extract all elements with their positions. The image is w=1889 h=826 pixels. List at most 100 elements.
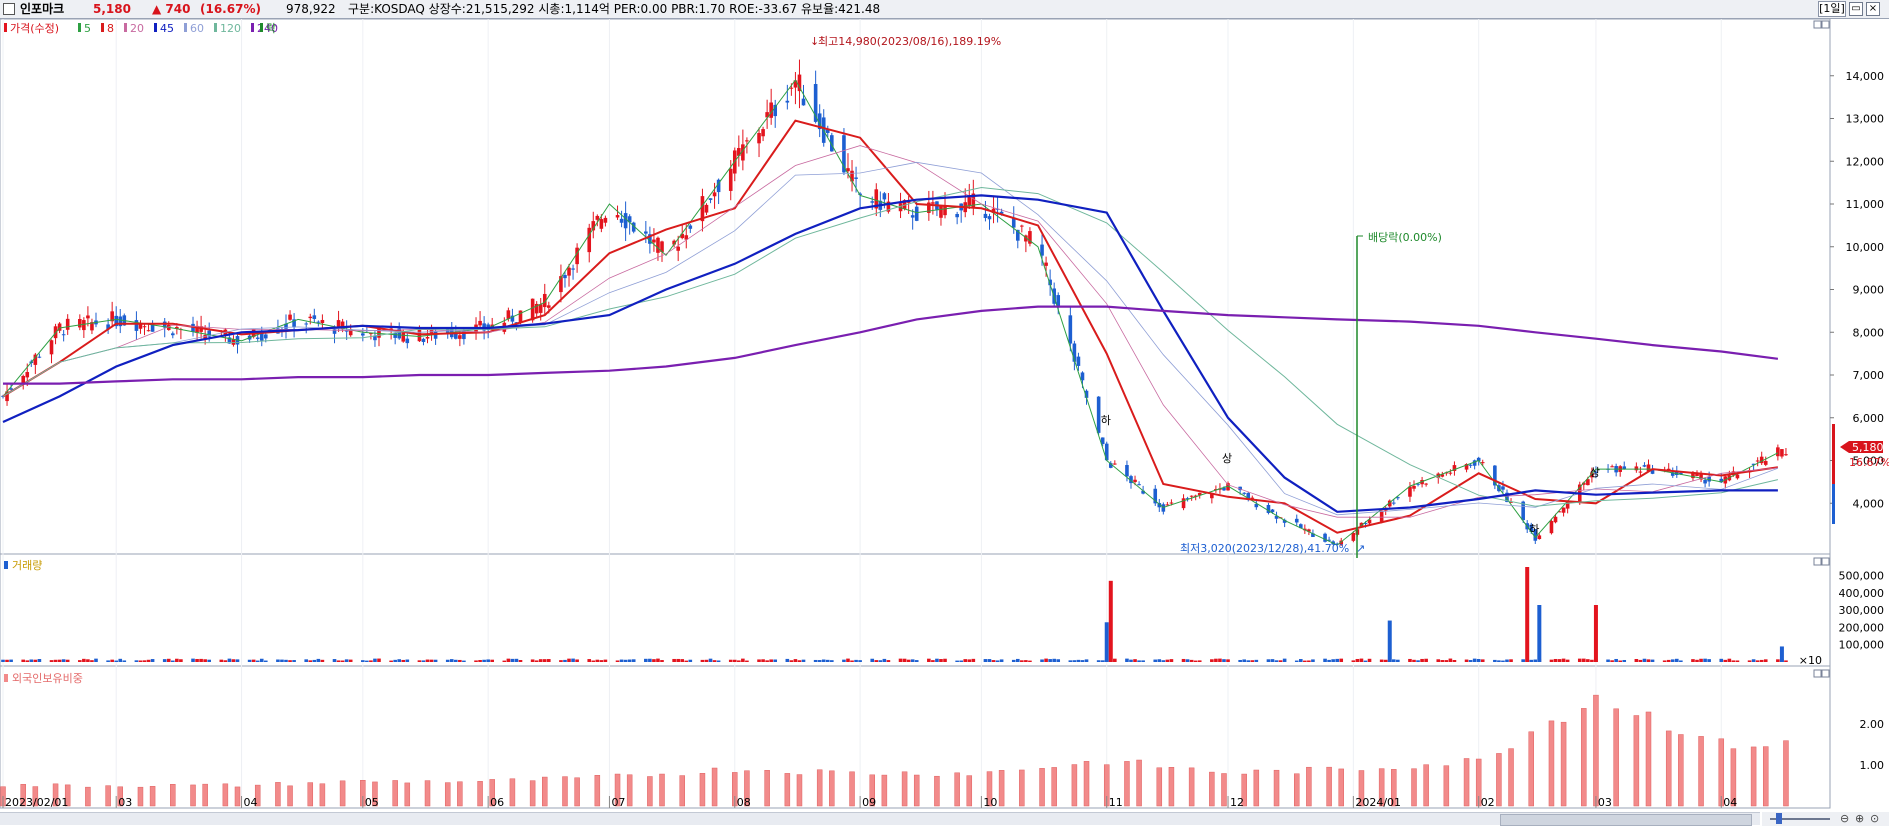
- candle-body: [1141, 490, 1145, 494]
- candle-body: [1448, 472, 1453, 474]
- volume-bar: [247, 659, 252, 662]
- volume-bar: [575, 659, 579, 662]
- candle-body: [1699, 473, 1703, 480]
- candle-body: [25, 372, 30, 378]
- foreign-bar: [1136, 759, 1142, 807]
- volume-bar: [1577, 658, 1582, 662]
- y-tick-label: 4,000: [1853, 497, 1885, 510]
- minimize-icon[interactable]: ▭: [1849, 2, 1863, 16]
- candle-body: [454, 333, 458, 339]
- volume-bar: [785, 658, 790, 662]
- volume-bar: [405, 659, 410, 662]
- volume-bar: [1185, 659, 1190, 662]
- candle-body: [397, 328, 402, 339]
- candle-body: [1759, 456, 1764, 464]
- foreign-bar: [489, 779, 495, 807]
- foreign-bar: [319, 783, 326, 807]
- candle-body: [704, 204, 709, 213]
- stock-name: 인포마크: [20, 2, 65, 16]
- volume-bar: [882, 658, 887, 662]
- volume-bar: [712, 660, 717, 662]
- volume-bar: [623, 659, 628, 662]
- legend-swatch: [184, 23, 187, 32]
- volume-bar: [445, 659, 450, 662]
- panel-controls[interactable]: [1813, 20, 1830, 678]
- candle-body: [1553, 516, 1558, 523]
- volume-peak-bar: [1525, 567, 1530, 662]
- volume-bar: [648, 658, 652, 662]
- volume-bar: [530, 659, 535, 662]
- foreign-bar: [1221, 773, 1227, 807]
- volume-bar: [1396, 659, 1400, 662]
- foreign-bar: [1730, 748, 1737, 807]
- foreign-bar: [52, 783, 59, 807]
- volume-bar: [518, 660, 523, 662]
- candle-body: [1270, 509, 1275, 513]
- candle-body: [255, 337, 260, 339]
- foreign-bar: [117, 786, 123, 807]
- candle-body: [1351, 532, 1356, 541]
- candle-body: [37, 356, 42, 358]
- candle-body: [1440, 474, 1445, 477]
- x-tick-label: 02: [1481, 796, 1495, 809]
- volume-bar: [57, 659, 62, 662]
- zoom-out-icon[interactable]: ⊖: [1840, 812, 1850, 825]
- volume-bar: [935, 658, 939, 662]
- scroll-thumb[interactable]: [1500, 814, 1752, 826]
- volume-bar: [1565, 659, 1570, 662]
- volume-bar: [1561, 658, 1566, 662]
- select-checkbox[interactable]: [3, 3, 15, 15]
- volume-bar: [1011, 659, 1016, 662]
- candle-body: [1476, 457, 1481, 462]
- candle-body: [1242, 492, 1246, 494]
- zoom-in-icon[interactable]: ⊕: [1855, 812, 1865, 825]
- volume-bar: [1189, 659, 1194, 662]
- volume-bar: [660, 660, 664, 662]
- legend: 가격(수정) 5 8 20 45 60 120 240 락: [4, 22, 278, 35]
- legend-swatch: [214, 23, 217, 32]
- candle-body: [648, 234, 652, 244]
- volume-bar: [308, 660, 313, 662]
- candle-body: [1246, 492, 1251, 500]
- volume-bar: [846, 658, 850, 662]
- zoom-slider[interactable]: [1770, 818, 1830, 820]
- volume-bar: [830, 660, 834, 662]
- limit-marker: 상: [1222, 452, 1232, 465]
- candle-body: [506, 310, 511, 319]
- horizontal-scrollbar[interactable]: [0, 812, 1760, 826]
- volume-bar: [627, 659, 632, 662]
- candle-body: [90, 322, 94, 331]
- candle-body: [627, 216, 632, 223]
- volume-bar: [1169, 659, 1174, 662]
- foreign-bar: [1168, 767, 1175, 807]
- candle-body: [110, 311, 114, 322]
- volume-bar: [1303, 660, 1307, 662]
- volume-bar: [1634, 658, 1639, 662]
- volume-bar: [1646, 659, 1651, 662]
- volume-bar: [377, 658, 381, 662]
- volume-bar: [1679, 660, 1683, 662]
- volume-bar: [1339, 658, 1344, 662]
- foreign-bar: [934, 775, 940, 807]
- candle-body: [1020, 225, 1024, 227]
- foreign-bar: [287, 785, 293, 807]
- foreign-bar: [1508, 748, 1514, 807]
- candle-body: [1056, 295, 1061, 306]
- zoom-knob[interactable]: [1776, 813, 1782, 824]
- foreign-bar: [20, 784, 26, 807]
- trade-volume: 978,922: [286, 2, 336, 16]
- close-icon[interactable]: ×: [1866, 2, 1880, 16]
- period-button[interactable]: [1일]: [1818, 1, 1846, 17]
- candle-body: [1226, 483, 1230, 491]
- volume-bar: [571, 658, 575, 662]
- volume-bar: [1650, 659, 1655, 662]
- volume-bar: [1359, 658, 1364, 662]
- x-tick-label: 07: [611, 796, 625, 809]
- zoom-reset-icon[interactable]: ⊙: [1870, 812, 1880, 825]
- volume-bar: [171, 660, 175, 662]
- volume-bar: [1472, 658, 1477, 662]
- volume-bar: [458, 659, 462, 662]
- candle-body: [1100, 437, 1105, 445]
- candle-body: [1763, 461, 1768, 465]
- volume-bar: [122, 660, 127, 662]
